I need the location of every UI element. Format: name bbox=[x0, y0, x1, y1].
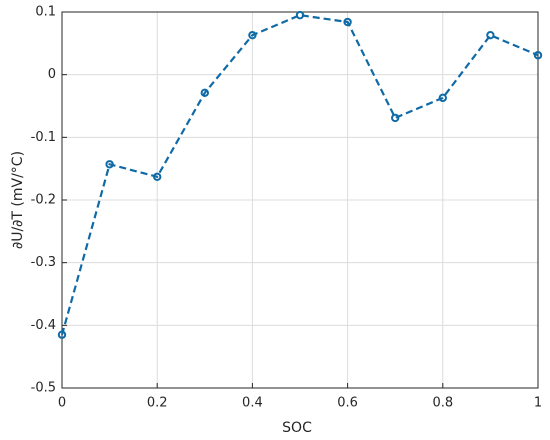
data-point bbox=[153, 172, 162, 182]
x-tick-label: 1 bbox=[534, 396, 542, 411]
x-tick-label: 0.8 bbox=[432, 396, 453, 411]
y-tick-label: -0.3 bbox=[31, 255, 56, 270]
data-point bbox=[200, 88, 210, 98]
data-point bbox=[533, 51, 543, 60]
x-tick-label: 0 bbox=[58, 396, 66, 411]
data-point bbox=[486, 30, 495, 40]
y-tick-label: -0.5 bbox=[31, 381, 56, 396]
x-axis-label: SOC bbox=[282, 420, 312, 436]
data-point bbox=[295, 10, 305, 20]
x-tick-label: 0.2 bbox=[147, 396, 168, 411]
x-tick-label: 0.4 bbox=[242, 396, 263, 411]
data-point bbox=[391, 113, 400, 123]
y-axis-label: ∂U/∂T (mV/°C) bbox=[10, 151, 26, 249]
y-tick-label: 0.1 bbox=[35, 5, 56, 20]
data-point bbox=[438, 93, 447, 103]
y-tick-label: -0.2 bbox=[31, 193, 56, 208]
series-line bbox=[60, 14, 539, 336]
y-tick-label: -0.1 bbox=[31, 130, 56, 145]
data-point bbox=[105, 160, 114, 169]
x-tick-label: 0.6 bbox=[337, 396, 358, 411]
data-point bbox=[248, 30, 257, 40]
y-tick-label: 0 bbox=[48, 67, 56, 82]
data-point bbox=[343, 17, 352, 27]
y-tick-label: -0.4 bbox=[31, 318, 56, 333]
data-point bbox=[57, 330, 67, 339]
